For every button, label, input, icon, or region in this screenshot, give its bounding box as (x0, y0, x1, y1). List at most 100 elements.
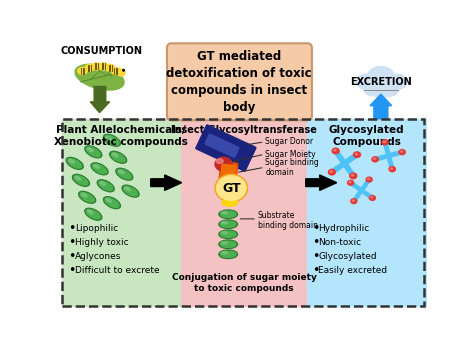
Ellipse shape (221, 212, 228, 214)
Text: EXCRETION: EXCRETION (350, 77, 412, 87)
Ellipse shape (384, 142, 388, 148)
Polygon shape (306, 175, 337, 190)
Ellipse shape (363, 191, 368, 195)
Text: Sugar Moiety: Sugar Moiety (265, 150, 316, 159)
Text: Sugar binding
domain: Sugar binding domain (265, 158, 319, 177)
Ellipse shape (215, 157, 232, 171)
Ellipse shape (337, 164, 343, 169)
Text: Hydrophilic: Hydrophilic (318, 224, 369, 234)
Ellipse shape (389, 167, 395, 172)
Ellipse shape (356, 153, 357, 155)
Ellipse shape (385, 148, 389, 154)
Ellipse shape (105, 198, 119, 207)
Ellipse shape (352, 153, 358, 159)
Ellipse shape (374, 158, 375, 159)
Polygon shape (370, 94, 392, 119)
Ellipse shape (345, 165, 350, 171)
Ellipse shape (399, 150, 405, 155)
Ellipse shape (334, 166, 340, 171)
Ellipse shape (384, 154, 390, 158)
Ellipse shape (343, 160, 349, 165)
Ellipse shape (354, 152, 361, 157)
Ellipse shape (384, 145, 388, 151)
Ellipse shape (222, 199, 237, 206)
Text: •: • (312, 236, 319, 249)
Ellipse shape (371, 197, 373, 198)
Ellipse shape (349, 171, 355, 177)
Ellipse shape (216, 159, 223, 164)
Polygon shape (90, 86, 109, 113)
Ellipse shape (351, 199, 357, 204)
Polygon shape (151, 175, 182, 190)
Bar (62, 119, 181, 306)
Ellipse shape (389, 161, 392, 166)
Ellipse shape (355, 194, 359, 199)
Ellipse shape (362, 184, 366, 189)
Ellipse shape (219, 250, 237, 259)
Text: Lipophilic: Lipophilic (75, 224, 118, 234)
Ellipse shape (105, 136, 119, 145)
Ellipse shape (111, 152, 125, 162)
FancyBboxPatch shape (218, 161, 238, 187)
Ellipse shape (334, 150, 336, 151)
Ellipse shape (386, 151, 390, 157)
Ellipse shape (94, 165, 99, 168)
Ellipse shape (350, 173, 357, 179)
Ellipse shape (366, 179, 370, 184)
Ellipse shape (391, 168, 392, 169)
Text: •: • (69, 236, 76, 249)
Ellipse shape (220, 231, 236, 237)
Text: CONSUMPTION: CONSUMPTION (61, 46, 143, 56)
Ellipse shape (99, 63, 108, 70)
Ellipse shape (85, 64, 94, 71)
Ellipse shape (103, 197, 120, 209)
Ellipse shape (388, 74, 406, 89)
Ellipse shape (401, 151, 402, 152)
Ellipse shape (394, 152, 400, 156)
Ellipse shape (100, 182, 105, 185)
Ellipse shape (97, 180, 114, 192)
Ellipse shape (86, 147, 100, 157)
Ellipse shape (219, 220, 237, 229)
Text: •: • (69, 250, 76, 263)
Ellipse shape (109, 151, 127, 163)
Ellipse shape (221, 222, 228, 224)
Ellipse shape (78, 68, 87, 74)
Ellipse shape (357, 74, 375, 89)
Ellipse shape (69, 159, 74, 163)
Ellipse shape (332, 148, 339, 154)
FancyBboxPatch shape (204, 133, 240, 158)
Ellipse shape (388, 158, 392, 163)
Ellipse shape (363, 80, 383, 96)
Text: •: • (312, 222, 319, 235)
Ellipse shape (341, 159, 346, 165)
Ellipse shape (358, 189, 363, 194)
Text: GT mediated
detoxification of toxic
compounds in insect
body: GT mediated detoxification of toxic comp… (166, 50, 312, 114)
Bar (181, 119, 307, 306)
Ellipse shape (340, 162, 346, 167)
Ellipse shape (367, 66, 394, 88)
Ellipse shape (81, 193, 87, 197)
Ellipse shape (75, 64, 124, 90)
Ellipse shape (372, 157, 378, 162)
Ellipse shape (220, 211, 236, 217)
Ellipse shape (357, 192, 361, 197)
Ellipse shape (92, 164, 107, 174)
Ellipse shape (337, 153, 342, 159)
Ellipse shape (79, 191, 96, 203)
Ellipse shape (353, 184, 357, 188)
Ellipse shape (92, 63, 101, 70)
Ellipse shape (360, 187, 365, 191)
Ellipse shape (335, 150, 340, 156)
Ellipse shape (220, 221, 236, 227)
Ellipse shape (347, 180, 354, 185)
Ellipse shape (220, 241, 236, 247)
Bar (307, 119, 426, 306)
Ellipse shape (99, 181, 113, 190)
Ellipse shape (352, 200, 354, 201)
Ellipse shape (91, 163, 108, 175)
Ellipse shape (397, 151, 402, 155)
Ellipse shape (103, 134, 120, 146)
Text: Non-toxic: Non-toxic (318, 238, 361, 247)
Text: Highly toxic: Highly toxic (75, 238, 128, 247)
